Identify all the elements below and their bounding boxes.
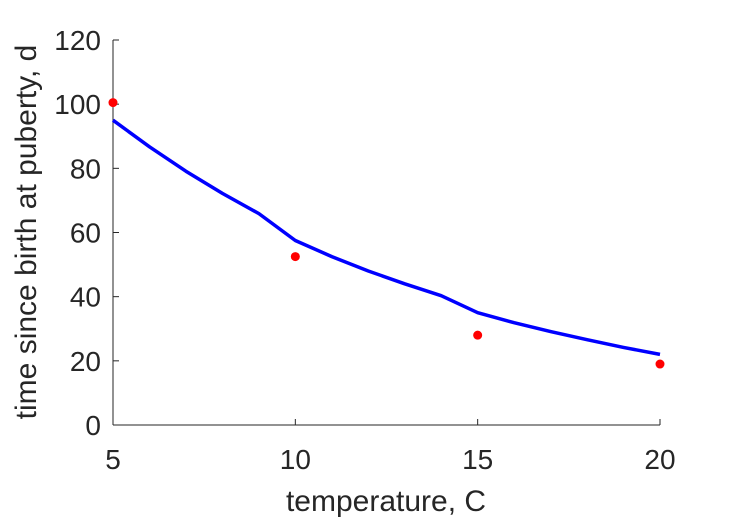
data-point [108,98,118,108]
fit-curve-line [111,118,661,357]
x-tick-label: 20 [644,444,675,475]
x-tick-label: 15 [462,444,493,475]
series-layer [108,98,665,369]
y-tick-label: 120 [54,25,101,56]
plot-area: 5 10 15 20 0 20 40 60 80 100 120 [54,25,675,475]
x-tick-label: 10 [280,444,311,475]
y-ticks: 0 20 40 60 80 100 120 [54,25,119,441]
y-tick-label: 0 [85,410,101,441]
y-axis-label: time since birth at puberty, d [10,45,43,420]
y-tick-label: 100 [54,89,101,120]
x-ticks: 5 10 15 20 [105,419,676,475]
y-tick-label: 40 [70,282,101,313]
y-tick-label: 60 [70,218,101,249]
x-axis-label: temperature, C [286,485,486,518]
x-tick-label: 5 [105,444,121,475]
y-tick-label: 20 [70,346,101,377]
data-point [473,330,483,340]
data-point [290,252,300,262]
data-point [655,359,665,369]
y-tick-label: 80 [70,153,101,184]
